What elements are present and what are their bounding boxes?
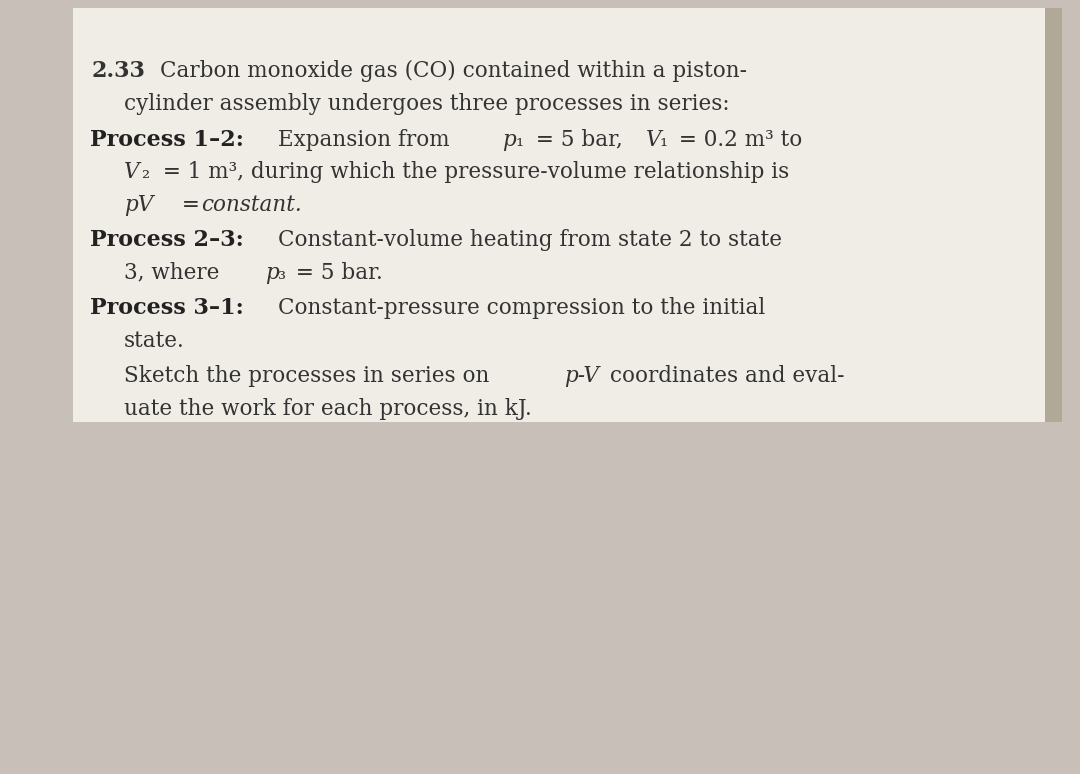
Text: constant.: constant. [201,194,301,215]
Text: p: p [265,262,279,283]
Text: ₂: ₂ [141,163,149,182]
Text: coordinates and eval-: coordinates and eval- [603,365,845,387]
Text: Constant-pressure compression to the initial: Constant-pressure compression to the ini… [278,297,765,319]
Text: 3, where: 3, where [124,262,227,283]
Text: pV: pV [124,194,153,215]
Text: uate the work for each process, in kJ.: uate the work for each process, in kJ. [124,398,532,420]
Text: Carbon monoxide gas (CO) contained within a piston-: Carbon monoxide gas (CO) contained withi… [160,60,747,82]
Text: ₁: ₁ [660,131,669,149]
Text: p: p [502,128,516,150]
Text: state.: state. [124,330,185,351]
Bar [73,8,1056,422]
Text: Process 1–2:: Process 1–2: [90,128,243,150]
Text: cylinder assembly undergoes three processes in series:: cylinder assembly undergoes three proces… [124,93,730,115]
Text: Constant-volume heating from state 2 to state: Constant-volume heating from state 2 to … [278,229,782,251]
Text: 2.33: 2.33 [92,60,146,82]
Text: Process 3–1:: Process 3–1: [90,297,243,319]
Bar [1045,8,1062,422]
Text: = 0.2 m³ to: = 0.2 m³ to [672,128,802,150]
Text: Expansion from: Expansion from [278,128,456,150]
Text: = 5 bar,: = 5 bar, [529,128,637,150]
Text: p-V: p-V [564,365,598,387]
Text: Process 2–3:: Process 2–3: [90,229,243,251]
Text: ₃: ₃ [278,264,285,283]
Text: V: V [124,161,139,183]
Text: =: = [175,194,206,215]
Text: ₁: ₁ [515,131,524,149]
Text: = 5 bar.: = 5 bar. [289,262,383,283]
Text: V: V [646,128,661,150]
Text: = 1 m³, during which the pressure-volume relationship is: = 1 m³, during which the pressure-volume… [156,161,788,183]
Text: Sketch the processes in series on: Sketch the processes in series on [124,365,497,387]
